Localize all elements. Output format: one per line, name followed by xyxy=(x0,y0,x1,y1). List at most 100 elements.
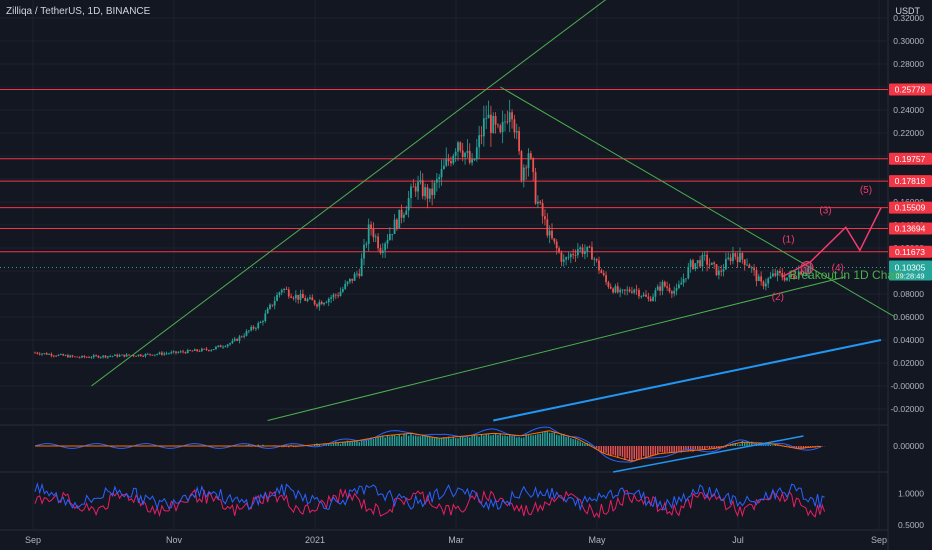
candle-body xyxy=(320,301,323,305)
trendline xyxy=(267,276,846,421)
candle-body xyxy=(576,249,579,256)
candle-body xyxy=(459,142,462,151)
candle-body xyxy=(708,264,711,266)
candle-body xyxy=(511,112,513,120)
candle-body xyxy=(196,349,199,351)
candle-body xyxy=(534,172,537,204)
candle-body xyxy=(781,272,784,278)
candle-body xyxy=(631,291,633,293)
candle-body xyxy=(283,288,285,290)
candle-body xyxy=(673,290,676,294)
candle-body xyxy=(278,292,281,295)
candle-body xyxy=(208,349,210,351)
candle-body xyxy=(203,348,206,350)
candle-body xyxy=(158,352,161,355)
candle-body xyxy=(466,150,469,153)
macd-trendline xyxy=(612,435,804,473)
candle-body xyxy=(151,354,154,356)
candle-body xyxy=(598,260,600,271)
candle-body xyxy=(193,349,196,351)
candle-body xyxy=(334,294,337,296)
candle-body xyxy=(473,159,476,161)
candle-body xyxy=(304,298,307,301)
candle-body xyxy=(97,355,100,358)
candle-body xyxy=(701,255,704,267)
macd-tick-label: 0.00000 xyxy=(893,441,924,451)
price-level-value: 0.13694 xyxy=(895,224,926,234)
candle-body xyxy=(414,186,417,192)
macd-group xyxy=(245,431,826,462)
candle-body xyxy=(513,119,516,133)
wave-label: (3) xyxy=(819,206,831,217)
candle-body xyxy=(109,356,112,357)
candle-body xyxy=(104,355,107,358)
candle-body xyxy=(494,115,497,125)
candle-body xyxy=(454,151,457,156)
candle-body xyxy=(732,253,734,262)
candle-body xyxy=(565,257,567,260)
candle-body xyxy=(273,300,276,306)
candle-body xyxy=(668,287,671,292)
candle-body xyxy=(59,354,62,355)
candle-body xyxy=(581,247,584,254)
candle-body xyxy=(247,330,250,332)
candle-body xyxy=(593,258,596,260)
candle-body xyxy=(504,121,506,123)
candle-body xyxy=(266,308,269,314)
candle-body xyxy=(222,346,224,348)
y-tick-label: 0.32000 xyxy=(893,13,924,23)
candle-body xyxy=(163,353,166,355)
candle-body xyxy=(750,267,753,269)
candle-body xyxy=(626,289,629,291)
candle-body xyxy=(290,296,293,298)
candle-body xyxy=(678,284,680,289)
candle-body xyxy=(306,299,309,301)
candle-body xyxy=(384,243,387,251)
candle-body xyxy=(52,355,55,357)
current-price-countdown: 09:28:49 xyxy=(895,271,924,280)
candle-body xyxy=(696,260,699,264)
candle-body xyxy=(144,353,147,357)
candle-body xyxy=(205,348,208,350)
candle-body xyxy=(276,294,278,301)
candle-body xyxy=(734,253,737,257)
y-tick-label: 0.24000 xyxy=(893,105,924,115)
candle-body xyxy=(600,270,603,274)
candle-body xyxy=(299,293,302,300)
candle-body xyxy=(607,282,610,287)
candle-body xyxy=(802,273,805,275)
candle-body xyxy=(638,290,640,297)
y-tick-label: 0.30000 xyxy=(893,36,924,46)
candle-body xyxy=(386,239,389,244)
candle-body xyxy=(788,274,791,278)
current-price-value: 0.10305 xyxy=(895,262,926,272)
y-tick-label: 0.08000 xyxy=(893,289,924,299)
ratio-line-blue xyxy=(34,482,825,512)
price-level-tag xyxy=(889,83,932,96)
candle-body xyxy=(482,118,485,137)
candle-body xyxy=(149,353,152,355)
candle-body xyxy=(654,290,657,297)
candle-body xyxy=(461,150,464,158)
candle-body xyxy=(743,259,746,265)
candle-body xyxy=(431,188,434,196)
candle-body xyxy=(349,278,351,282)
candle-body xyxy=(226,344,229,347)
candle-body xyxy=(311,297,314,301)
candle-body xyxy=(645,294,647,297)
candle-body xyxy=(156,354,159,355)
candle-body xyxy=(327,298,330,303)
candle-body xyxy=(736,256,739,263)
candle-body xyxy=(682,278,685,283)
candle-body xyxy=(520,151,523,181)
candle-body xyxy=(464,152,466,158)
candle-body xyxy=(471,159,473,163)
x-tick-label: Mar xyxy=(448,535,464,545)
wave-label: (5) xyxy=(860,185,872,196)
candle-body xyxy=(506,121,509,123)
candle-body xyxy=(452,155,455,164)
candle-body xyxy=(125,354,128,357)
candle-body xyxy=(421,180,424,197)
wave-label: (4) xyxy=(832,263,844,274)
